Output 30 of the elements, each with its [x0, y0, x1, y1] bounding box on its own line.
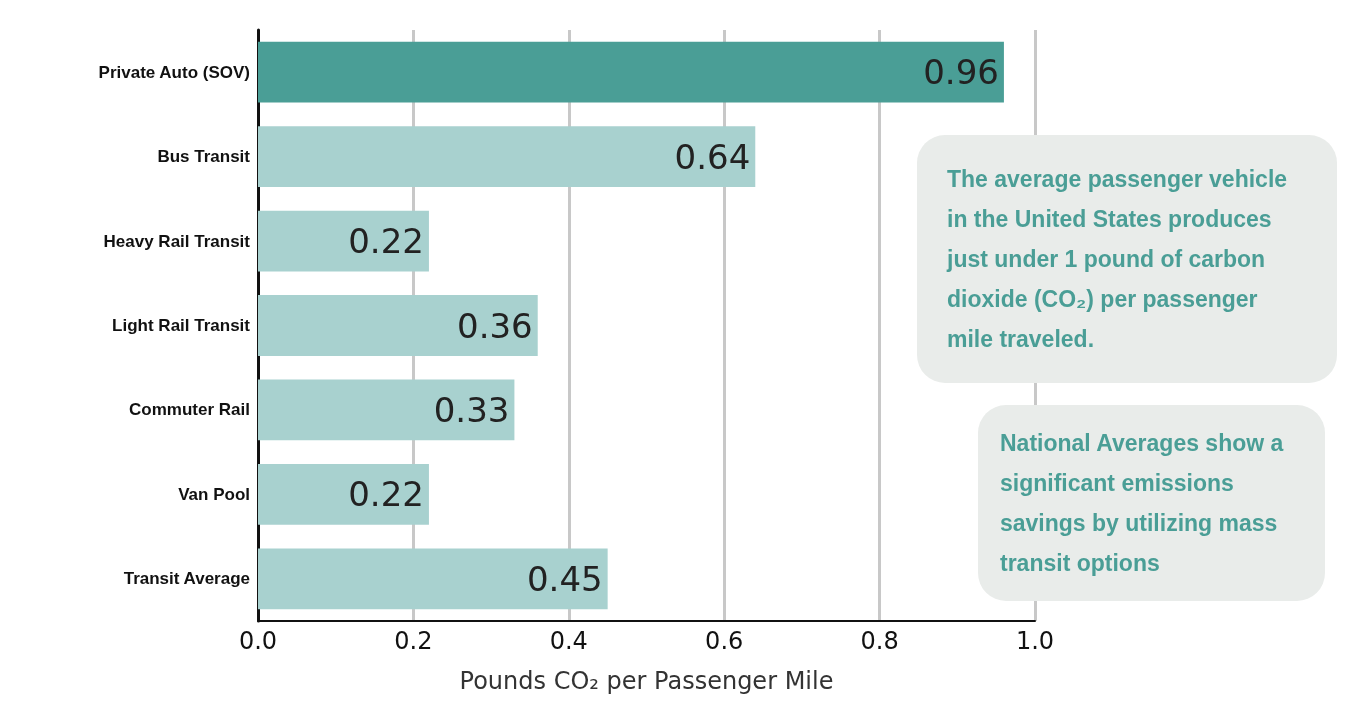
- x-tick-label: 1.0: [1015, 627, 1055, 655]
- data-label: 0.96: [923, 52, 999, 93]
- bar: [258, 379, 515, 441]
- bar: [258, 210, 429, 272]
- note-box: The average passenger vehicle in the United States produces just under 1 pound of carbon dioxide (CO₂) per passenger mile traveled.: [917, 135, 1337, 383]
- bar: [258, 126, 756, 188]
- bar: [258, 548, 608, 610]
- x-tick-label: 0.6: [705, 627, 744, 655]
- data-label: 0.33: [433, 389, 510, 430]
- data-label: 0.22: [348, 221, 424, 262]
- data-label: 0.22: [348, 474, 424, 515]
- x-tick-label: 0.0: [238, 627, 278, 655]
- y-tick-label: Private Auto (SOV): [98, 62, 250, 82]
- note-box: National Averages show a significant emissions savings by utilizing mass transit options: [978, 405, 1325, 601]
- y-tick-label: Commuter Rail: [129, 400, 250, 420]
- x-tick-label: 0.8: [860, 627, 899, 655]
- y-tick-label: Bus Transit: [157, 147, 251, 167]
- data-label: 0.36: [457, 305, 533, 346]
- x-tick-label: 0.2: [394, 627, 433, 655]
- bar: [258, 295, 538, 356]
- bar: [258, 463, 429, 525]
- y-tick-label: Transit Average: [123, 569, 250, 589]
- y-tick-label: Light Rail Transit: [112, 316, 251, 335]
- x-tick-label: 0.4: [549, 627, 588, 655]
- y-tick-label: Heavy Rail Transit: [103, 231, 251, 251]
- y-tick-label: Van Pool: [178, 484, 250, 504]
- x-axis-title: Pounds CO₂ per Passenger Mile: [459, 667, 834, 695]
- data-label: 0.45: [526, 558, 603, 599]
- data-label: 0.64: [674, 136, 751, 177]
- bar: [258, 41, 1004, 103]
